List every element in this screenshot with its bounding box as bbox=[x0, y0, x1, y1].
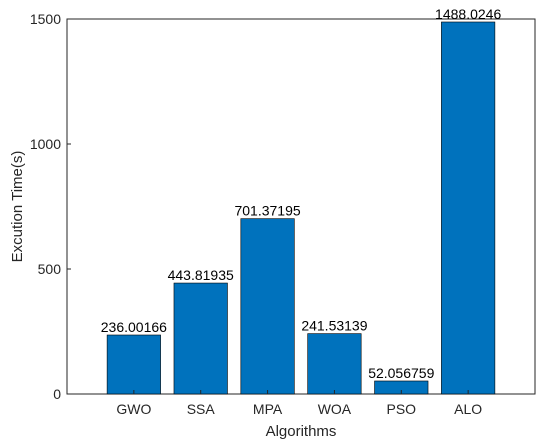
data-label-alo: 1488.0246 bbox=[435, 6, 501, 22]
data-labels-group: 236.00166 443.81935 701.37195 241.53139 52.0… bbox=[101, 6, 502, 381]
bar-ssa bbox=[173, 282, 228, 395]
bar-woa bbox=[307, 333, 362, 395]
data-label-woa: 241.53139 bbox=[301, 318, 367, 334]
x-tick-label-pso: PSO bbox=[386, 401, 416, 417]
x-tick-label-ssa: SSA bbox=[187, 401, 216, 417]
x-axis: GWO SSA MPA WOA PSO ALO bbox=[116, 390, 482, 417]
data-label-gwo: 236.00166 bbox=[101, 319, 167, 335]
bar-gwo bbox=[106, 334, 161, 395]
x-tick-label-alo: ALO bbox=[454, 401, 482, 417]
bar-mpa bbox=[240, 218, 295, 395]
x-tick-label-mpa: MPA bbox=[253, 401, 283, 417]
y-axis: 0 500 1000 1500 bbox=[30, 11, 71, 402]
data-label-ssa: 443.81935 bbox=[168, 267, 234, 283]
y-tick-label-1000: 1000 bbox=[30, 136, 61, 152]
x-tick-label-woa: WOA bbox=[318, 401, 352, 417]
y-tick-label-500: 500 bbox=[38, 261, 62, 277]
data-label-mpa: 701.37195 bbox=[234, 203, 300, 219]
x-axis-label: Algorithms bbox=[266, 423, 337, 440]
data-label-pso: 52.056759 bbox=[368, 365, 434, 381]
x-tick-label-gwo: GWO bbox=[116, 401, 151, 417]
plot-area bbox=[66, 18, 536, 395]
bars-group bbox=[106, 21, 496, 395]
y-tick-label-0: 0 bbox=[53, 386, 61, 402]
y-tick-label-1500: 1500 bbox=[30, 11, 61, 27]
y-axis-label: Excution Time(s) bbox=[9, 151, 26, 263]
bar-alo bbox=[441, 21, 496, 395]
